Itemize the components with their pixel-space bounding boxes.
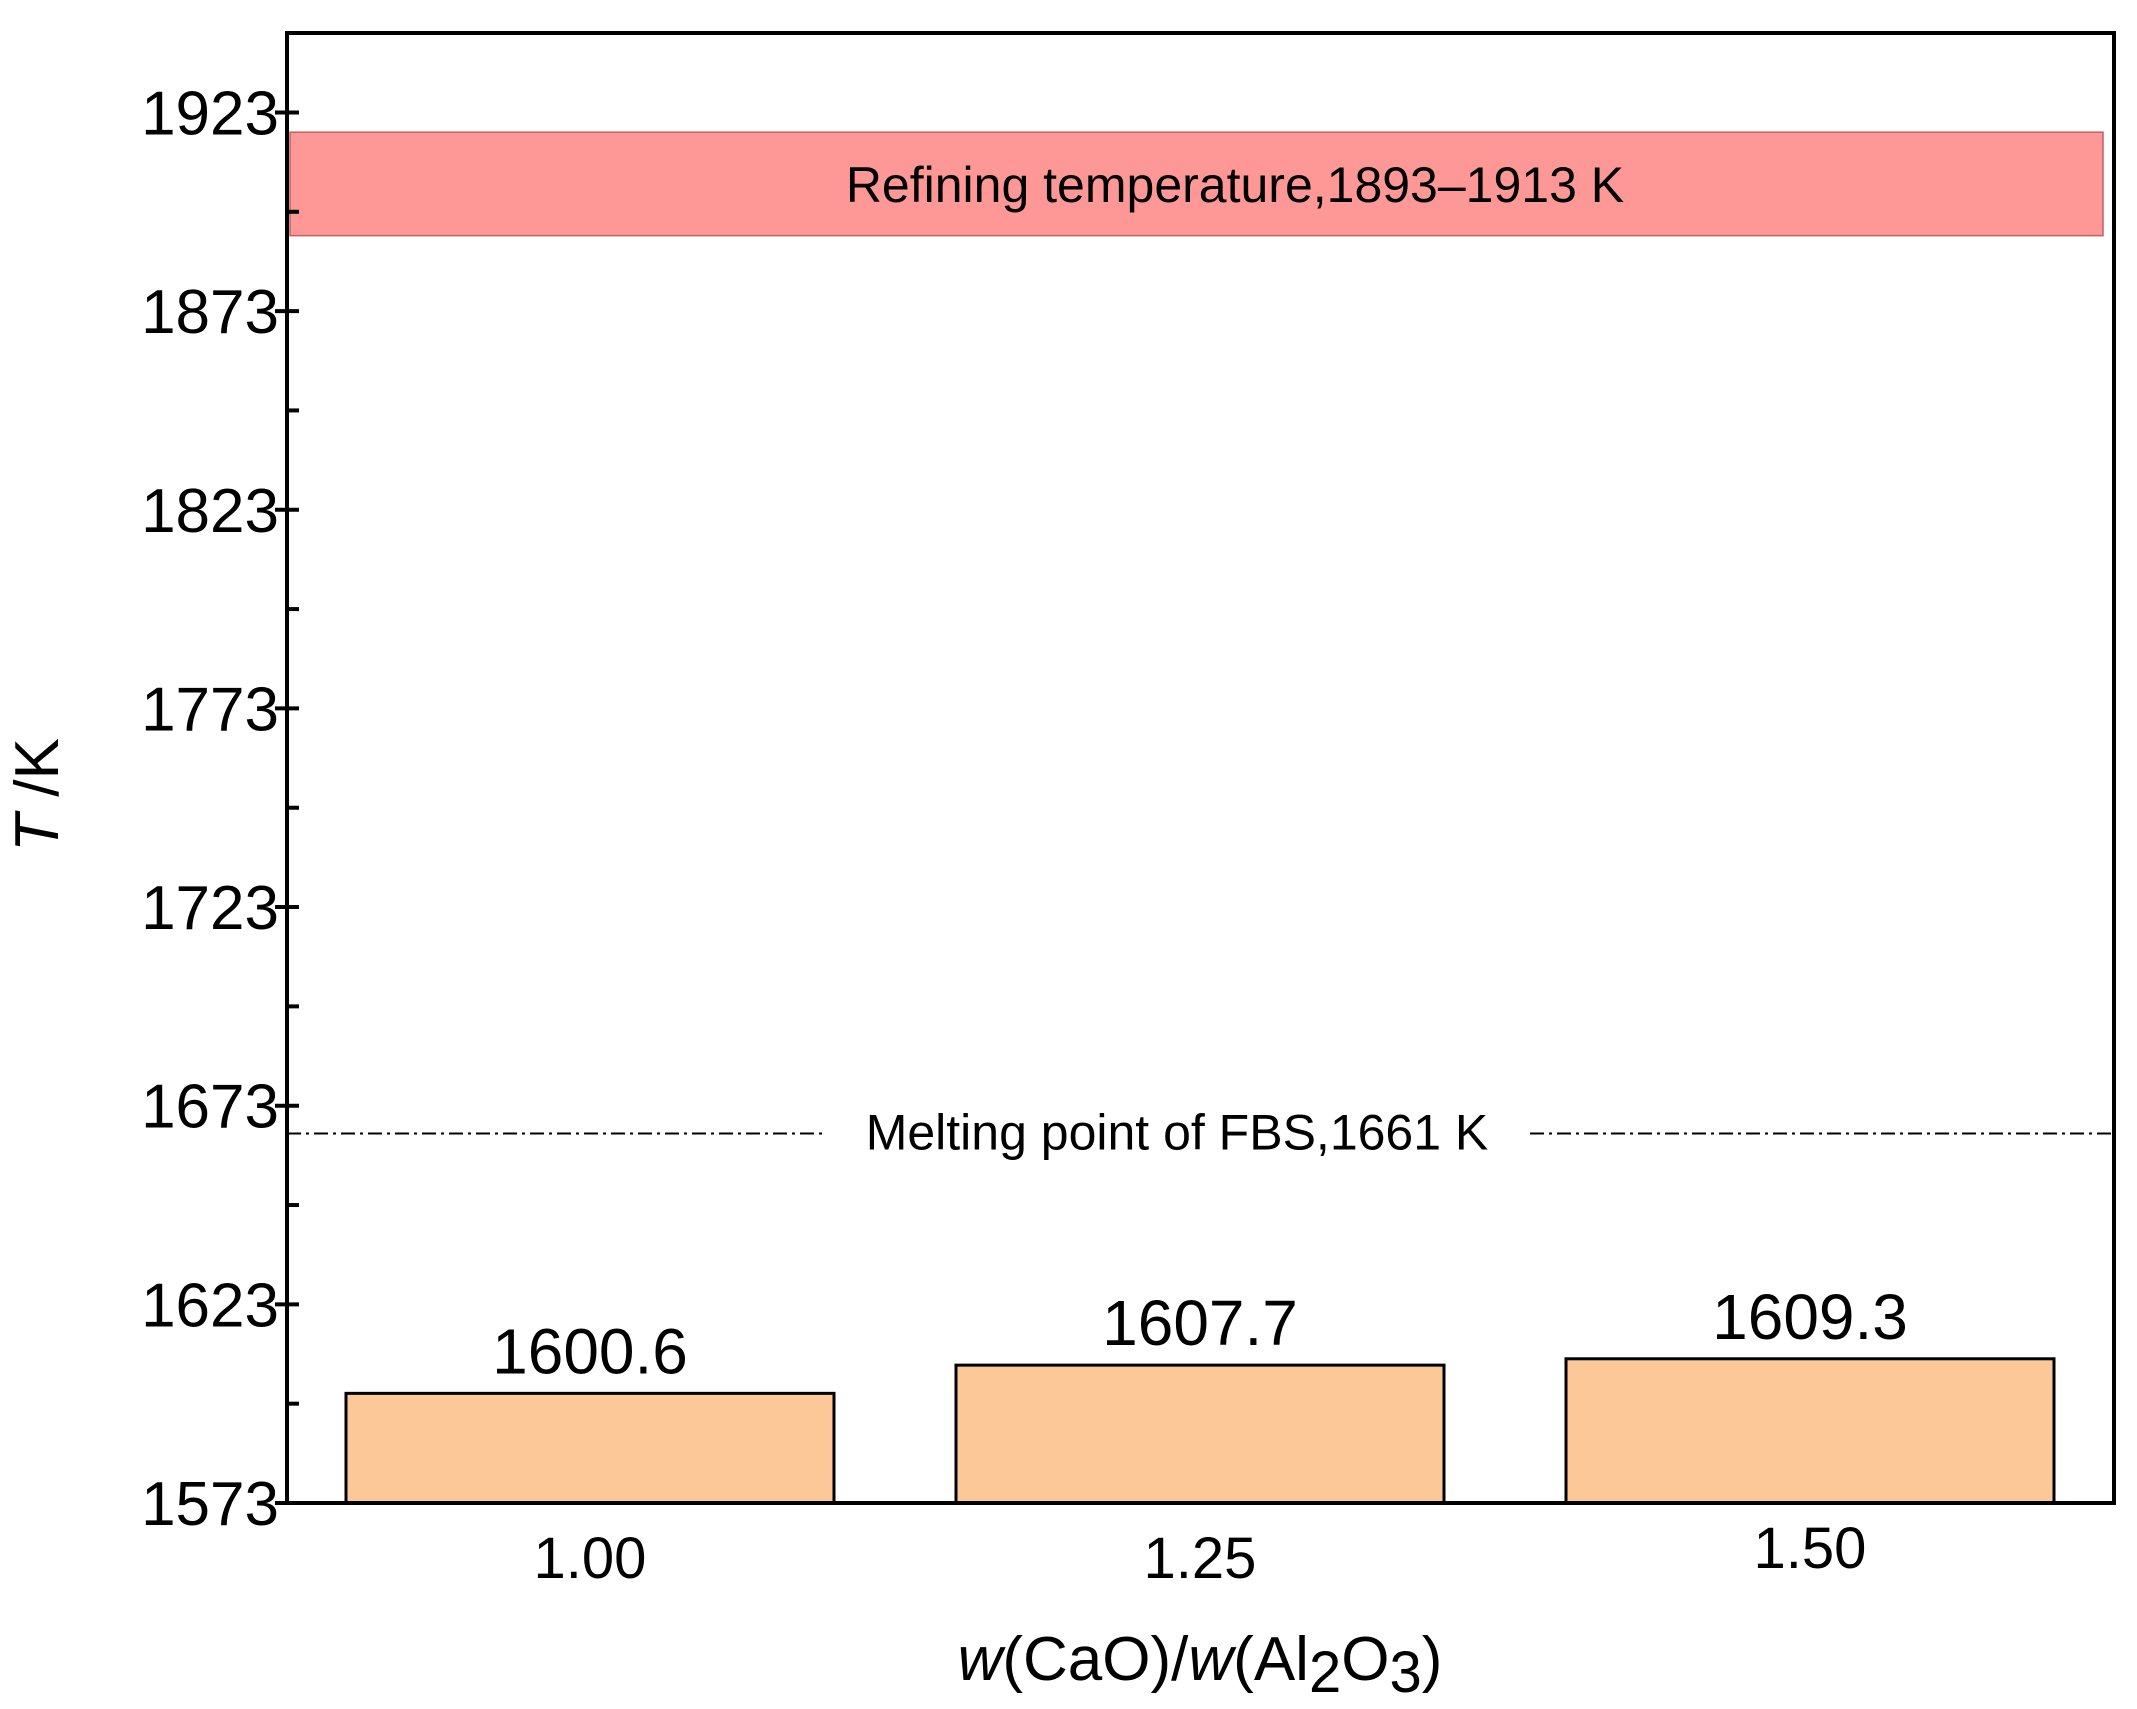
y-tick-label: 1923 [141,79,279,148]
refining-temperature-band-group: Refining temperature,1893–1913 K [289,131,2104,237]
y-tick-label: 1723 [141,874,279,943]
bar-1.50 [1564,1357,2056,1505]
y-tick-label: 1823 [141,477,279,546]
x-axis-title-part: 2 [1309,1640,1341,1705]
x-axis-title-part: w [958,1625,1007,1694]
bar-1.25 [954,1363,1446,1505]
y-tick-label: 1573 [141,1470,279,1539]
bar-1.00 [344,1391,836,1505]
x-axis-title-part: O [1341,1625,1389,1694]
x-axis-title: w(CaO)/w(Al2O3) [958,1625,1443,1705]
bars-group: 1600.6 1607.7 1609.3 [344,1281,2056,1505]
melting-point-label: Melting point of FBS,1661 K [866,1105,1489,1161]
y-axis-title-unit: /K [3,738,72,814]
x-axis-title-part: w [1188,1625,1237,1694]
x-tick-label: 1.00 [534,1526,647,1591]
y-axis-group: 1573 1623 1673 1723 1773 1823 1873 1923 [141,79,299,1539]
plot-frame [285,31,2116,1505]
x-axis-title-part: 3 [1389,1640,1421,1705]
y-axis-title: T /K [3,738,72,852]
y-axis-title-var: T [3,810,72,852]
x-tick-label: 1.25 [1144,1526,1257,1591]
y-tick-label: 1623 [141,1271,279,1340]
refining-temperature-band [289,131,2104,237]
y-tick-label: 1673 [141,1073,279,1142]
y-tick-label: 1873 [141,278,279,347]
x-tick-label: 1.50 [1754,1516,1867,1581]
melting-point-group: Melting point of FBS,1661 K [287,1105,2114,1161]
y-tick-label: 1773 [141,675,279,744]
bar-value-label: 1600.6 [492,1315,688,1387]
x-axis-group: 1.00 1.25 1.50 [534,1516,1867,1591]
x-axis-title-part: ) [1422,1625,1443,1694]
bar-value-label: 1609.3 [1712,1281,1908,1353]
bar-value-label: 1607.7 [1102,1287,1298,1359]
x-axis-title-part: (Al [1233,1625,1309,1694]
refining-temperature-label: Refining temperature,1893–1913 K [846,157,1624,213]
x-axis-title-part: (CaO)/ [1002,1625,1189,1694]
